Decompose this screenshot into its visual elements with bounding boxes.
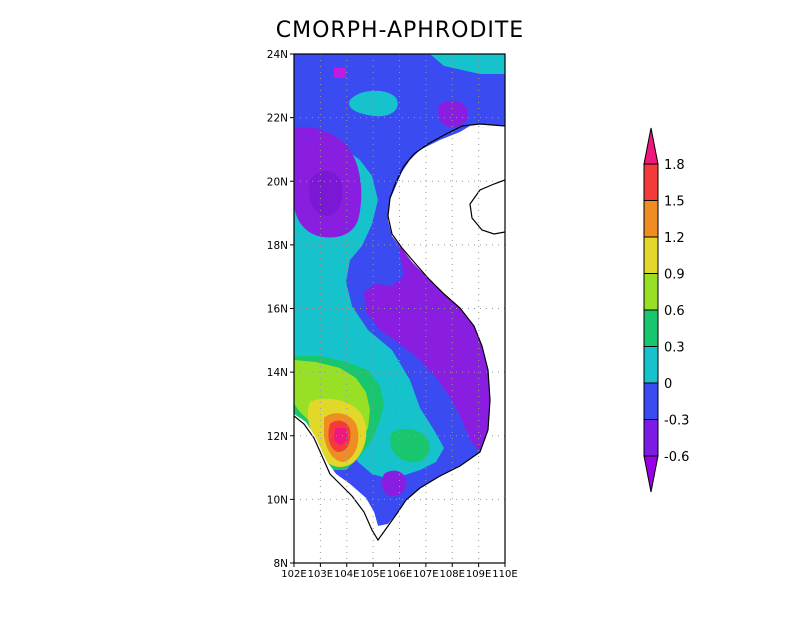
lat-tick-label: 20N xyxy=(267,176,288,188)
colorbar-swatch xyxy=(643,309,659,347)
colorbar-label: 1.5 xyxy=(664,195,685,210)
colorbar-label: 0.9 xyxy=(664,268,685,283)
lon-tick-label: 109E xyxy=(466,569,491,580)
lon-tick-label: 108E xyxy=(440,569,465,580)
lat-tick-label: 16N xyxy=(267,304,288,316)
field-purple-south xyxy=(382,470,407,497)
colorbar: 1.8 1.5 1.2 0.9 0.6 0.3 0 -0.3 -0.6 xyxy=(643,127,689,493)
colorbar-swatch xyxy=(643,419,659,457)
colorbar-label: 0.6 xyxy=(664,304,685,319)
colorbar-label: 1.2 xyxy=(664,231,685,246)
lat-tick-label: 12N xyxy=(267,431,288,443)
field-purple-coast xyxy=(364,230,490,452)
field-cyan-north2 xyxy=(349,90,398,117)
hainan-coast xyxy=(469,179,505,235)
lon-tick-label: 104E xyxy=(334,569,359,580)
colorbar-label: 1.8 xyxy=(664,158,685,173)
lat-tick-label: 18N xyxy=(267,240,288,252)
lon-tick-label: 107E xyxy=(413,569,438,580)
field-magenta-core xyxy=(334,428,348,446)
lon-axis-labels: 102E 103E 104E 105E 106E 107E 108E 109E 110E xyxy=(281,569,517,580)
colorbar-swatch xyxy=(643,236,659,274)
field-green-south xyxy=(390,428,430,463)
lat-lon-grid xyxy=(294,54,505,563)
lat-tick-label: 22N xyxy=(267,113,288,125)
lat-axis-labels: 8N 10N 12N 14N 16N 18N 20N 22N 24N xyxy=(267,49,288,570)
lon-tick-label: 105E xyxy=(360,569,385,580)
colorbar-swatch xyxy=(643,200,659,238)
colorbar-label: -0.6 xyxy=(664,450,689,465)
colorbar-label: -0.3 xyxy=(664,414,689,429)
lat-tick-label: 14N xyxy=(267,367,288,379)
field-purple-east xyxy=(438,100,469,128)
field-cyan-north xyxy=(430,54,505,74)
axis-ticks xyxy=(290,53,506,567)
lon-tick-label: 106E xyxy=(387,569,412,580)
lon-tick-label: 102E xyxy=(281,569,306,580)
colorbar-label: 0.3 xyxy=(664,341,685,356)
lon-tick-label: 103E xyxy=(308,569,333,580)
lat-tick-label: 10N xyxy=(267,494,288,506)
colorbar-arrow-min xyxy=(643,455,659,493)
lat-tick-label: 8N xyxy=(273,558,288,570)
field-magenta-dot-north xyxy=(334,68,346,78)
lat-tick-label: 24N xyxy=(267,49,288,61)
coastline xyxy=(294,123,505,542)
colorbar-arrow-max xyxy=(643,127,659,165)
hainan-water xyxy=(470,180,505,234)
colorbar-swatch xyxy=(643,346,659,384)
mainland-coast xyxy=(294,123,505,542)
colorbar-swatch xyxy=(643,163,659,201)
lon-tick-label: 110E xyxy=(492,569,517,580)
field-purple-nw-core xyxy=(309,171,343,216)
colorbar-swatch xyxy=(643,273,659,311)
colorbar-label: 0 xyxy=(664,377,672,392)
colorbar-swatch xyxy=(643,382,659,420)
gulf-of-tonkin xyxy=(294,126,505,563)
map-title: CMORPH-APHRODITE xyxy=(275,18,525,43)
